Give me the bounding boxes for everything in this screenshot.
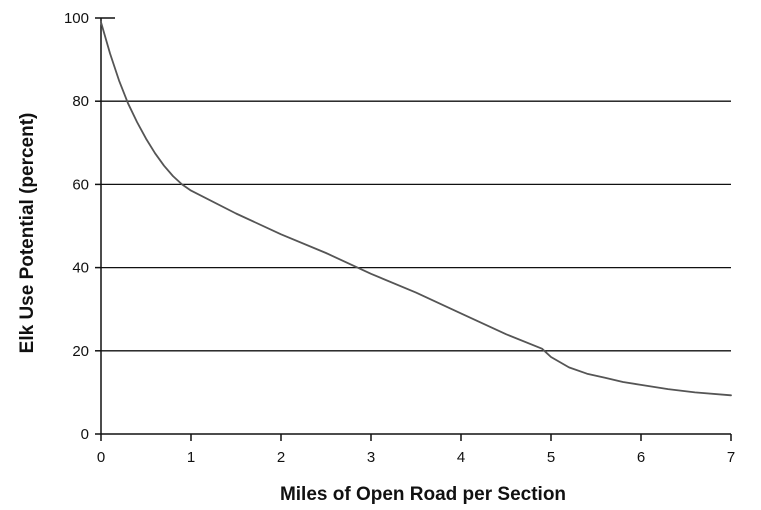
series-line-0 bbox=[100, 21, 732, 397]
x-tick-label-6: 6 bbox=[637, 449, 645, 466]
x-axis-title: Miles of Open Road per Section bbox=[280, 484, 566, 505]
tick-marks bbox=[95, 17, 732, 441]
x-tick-label-5: 5 bbox=[547, 449, 555, 466]
y-tick-label-60: 60 bbox=[72, 176, 89, 193]
x-tick-label-3: 3 bbox=[367, 449, 375, 466]
y-tick-label-40: 40 bbox=[72, 260, 89, 277]
x-tick-label-2: 2 bbox=[277, 449, 285, 466]
y-tick-label-100: 100 bbox=[64, 10, 89, 27]
series-layer bbox=[100, 21, 732, 397]
axes bbox=[100, 18, 731, 435]
x-tick-label-0: 0 bbox=[97, 449, 105, 466]
x-tick-label-7: 7 bbox=[727, 449, 735, 466]
grid-lines bbox=[101, 100, 731, 352]
tick-labels: 0 20 40 60 80 100 0 1 2 3 4 5 6 7 bbox=[64, 10, 735, 466]
x-tick-label-4: 4 bbox=[457, 449, 465, 466]
x-tick-label-1: 1 bbox=[187, 449, 195, 466]
y-tick-label-20: 20 bbox=[72, 343, 89, 360]
y-axis-title: Elk Use Potential (percent) bbox=[17, 113, 38, 354]
y-tick-label-80: 80 bbox=[72, 93, 89, 110]
y-tick-label-0: 0 bbox=[81, 426, 89, 443]
